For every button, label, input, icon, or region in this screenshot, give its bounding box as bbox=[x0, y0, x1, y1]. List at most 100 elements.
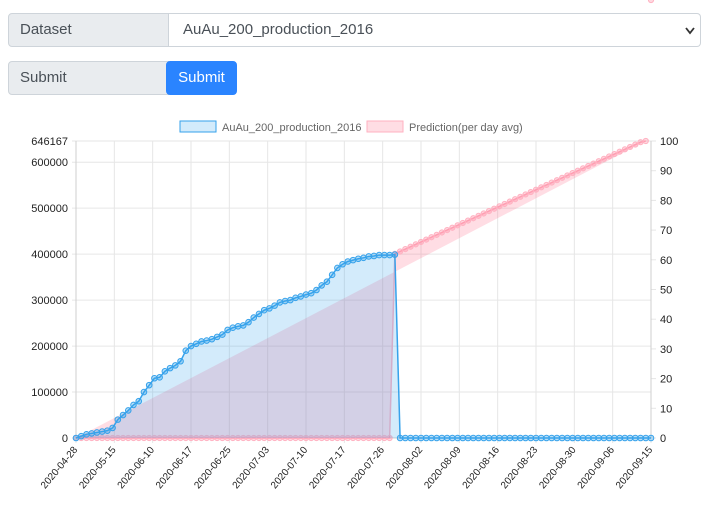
legend-label-prediction: Prediction(per day avg) bbox=[409, 122, 523, 134]
x-tick-label: 2020-07-17 bbox=[307, 445, 349, 492]
prediction-point bbox=[276, 434, 283, 442]
y-right-tick-label: 90 bbox=[660, 166, 672, 178]
prediction-point bbox=[548, 179, 555, 186]
series-point bbox=[239, 322, 247, 329]
series-point bbox=[647, 434, 655, 442]
series-point bbox=[130, 401, 137, 409]
dataset-select[interactable]: AuAu_200_production_2016 bbox=[169, 13, 701, 47]
series-point bbox=[579, 434, 587, 442]
prediction-point bbox=[339, 434, 346, 442]
submit-button[interactable]: Submit bbox=[166, 61, 237, 95]
prediction-point bbox=[313, 434, 320, 442]
series-point bbox=[98, 428, 106, 435]
prediction-line bbox=[76, 140, 646, 439]
submit-label: Submit bbox=[8, 61, 169, 95]
series-point bbox=[124, 407, 132, 414]
prediction-point bbox=[647, 0, 655, 4]
prediction-point bbox=[135, 434, 142, 442]
prediction-point bbox=[219, 434, 226, 442]
prediction-point bbox=[329, 434, 336, 442]
series-point bbox=[475, 434, 482, 442]
series-point bbox=[621, 434, 629, 442]
y-right-tick-label: 50 bbox=[660, 285, 672, 297]
x-tick-label: 2020-06-17 bbox=[154, 445, 196, 492]
prediction-point bbox=[532, 186, 540, 193]
prediction-point bbox=[470, 215, 477, 222]
series-point bbox=[88, 430, 95, 437]
series-point bbox=[469, 434, 477, 442]
series-area bbox=[76, 254, 651, 438]
series-point bbox=[203, 337, 210, 344]
series-point bbox=[156, 374, 163, 381]
prediction-point bbox=[376, 434, 383, 442]
prediction-point bbox=[459, 219, 466, 227]
series-point bbox=[72, 434, 80, 442]
series-point bbox=[464, 434, 472, 442]
prediction-point bbox=[119, 434, 127, 442]
series-point bbox=[172, 362, 179, 369]
series-point bbox=[375, 251, 383, 259]
series-point bbox=[83, 431, 90, 438]
series-point bbox=[182, 347, 190, 354]
series-point bbox=[344, 258, 352, 265]
series-point bbox=[605, 434, 613, 442]
x-tick-label: 2020-08-02 bbox=[384, 445, 426, 492]
series-point bbox=[161, 368, 169, 375]
y-right-tick-label: 70 bbox=[660, 225, 672, 237]
series-point bbox=[276, 299, 284, 306]
series-point bbox=[386, 251, 393, 259]
series-point bbox=[370, 252, 378, 260]
dataset-select-value: AuAu_200_production_2016 bbox=[183, 21, 374, 38]
y-right-tick-label: 100 bbox=[660, 136, 678, 148]
series-point bbox=[517, 434, 524, 442]
prediction-point bbox=[527, 188, 534, 196]
prediction-point bbox=[517, 193, 524, 200]
series-point bbox=[422, 434, 430, 442]
prediction-point bbox=[412, 241, 419, 248]
prediction-point bbox=[454, 222, 461, 229]
prediction-point bbox=[444, 227, 451, 234]
prediction-point bbox=[606, 153, 613, 160]
chevron-down-icon bbox=[684, 14, 696, 48]
prediction-point bbox=[240, 434, 247, 442]
series-point bbox=[417, 434, 425, 442]
series-point bbox=[166, 364, 174, 372]
prediction-point bbox=[229, 434, 236, 442]
series-point bbox=[569, 434, 576, 442]
series-point bbox=[402, 434, 409, 442]
prediction-point bbox=[344, 434, 351, 442]
prediction-point bbox=[381, 434, 388, 442]
legend-label-series: AuAu_200_production_2016 bbox=[222, 122, 361, 134]
series-point bbox=[360, 254, 367, 262]
series-point bbox=[532, 434, 540, 442]
y-left-tick-label: 500000 bbox=[31, 203, 68, 215]
prediction-point bbox=[574, 167, 581, 174]
x-tick-label: 2020-05-15 bbox=[77, 445, 119, 492]
series-point bbox=[307, 289, 315, 297]
series-point bbox=[145, 381, 153, 389]
prediction-point bbox=[302, 434, 310, 442]
series-point bbox=[459, 434, 467, 442]
series-point bbox=[496, 434, 503, 442]
prediction-point bbox=[621, 146, 628, 153]
series-point bbox=[433, 434, 440, 442]
series-point bbox=[177, 357, 184, 365]
prediction-point bbox=[318, 434, 325, 442]
y-left-tick-label: 646167 bbox=[31, 136, 68, 148]
series-point bbox=[548, 434, 555, 442]
y-left-tick-label: 200000 bbox=[31, 341, 68, 353]
series-point bbox=[151, 374, 158, 382]
dataset-label: Dataset bbox=[8, 13, 169, 47]
series-point bbox=[318, 282, 325, 289]
prediction-point bbox=[501, 200, 508, 208]
x-tick-label: 2020-07-10 bbox=[269, 445, 311, 492]
series-point bbox=[396, 434, 404, 442]
y-right-tick-label: 30 bbox=[660, 344, 672, 356]
series-point bbox=[266, 305, 273, 312]
series-point bbox=[297, 293, 305, 300]
series-point bbox=[229, 324, 237, 331]
series-point bbox=[192, 340, 200, 348]
prediction-point bbox=[166, 434, 174, 442]
prediction-point bbox=[172, 434, 179, 442]
prediction-point bbox=[475, 212, 482, 219]
